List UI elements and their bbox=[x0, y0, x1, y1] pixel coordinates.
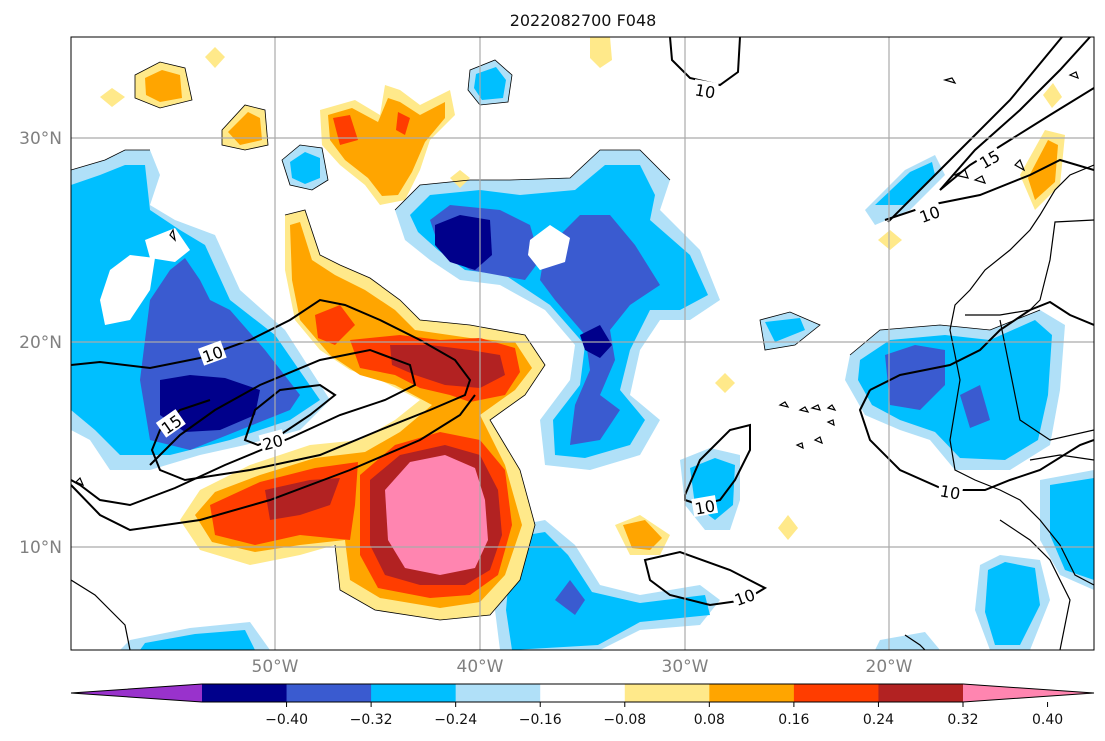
negative-anomaly-fields bbox=[71, 60, 1094, 650]
colorbar-tick-label: −0.16 bbox=[519, 712, 562, 728]
colorbar-tick-label: 0.40 bbox=[1032, 712, 1063, 728]
lon-label: 20°W bbox=[866, 657, 913, 677]
colorbar-segment bbox=[793, 684, 879, 702]
colorbar-segment bbox=[371, 684, 457, 702]
contour-line-15-east bbox=[939, 87, 1094, 191]
map-frame bbox=[70, 36, 1095, 651]
lon-label: 50°W bbox=[252, 657, 299, 677]
contour-line-10-west bbox=[71, 298, 472, 482]
gridlines bbox=[71, 37, 1094, 650]
coastlines bbox=[71, 71, 1094, 650]
colorbar-tick-label: −0.24 bbox=[434, 712, 477, 728]
lat-label: 20°N bbox=[19, 333, 62, 353]
colorbar-extend-max bbox=[963, 684, 1094, 702]
colorbar-tick-label: −0.40 bbox=[265, 712, 308, 728]
map-area: 10 10 15 20 10 10 10 15 10 bbox=[71, 37, 1094, 650]
colorbar-segment bbox=[202, 684, 288, 702]
contour-labels: 10 10 15 20 10 10 10 15 10 bbox=[155, 79, 1004, 610]
latitude-labels: 30°N 20°N 10°N bbox=[19, 129, 62, 558]
positive-anomaly-fields bbox=[100, 37, 1065, 620]
colorbar-segment bbox=[878, 684, 964, 702]
contour-line-10-east bbox=[869, 300, 1094, 391]
plot-title: 2022082700 F048 bbox=[510, 11, 657, 30]
colorbar-segment bbox=[709, 684, 795, 702]
anomaly-max-center bbox=[385, 455, 488, 575]
coastline-africa bbox=[949, 164, 1094, 586]
contour-label: 10 bbox=[938, 481, 961, 503]
colorbar-segment bbox=[624, 684, 710, 702]
longitude-labels: 50°W 40°W 30°W 20°W bbox=[252, 657, 913, 677]
colorbar-tick-label: 0.32 bbox=[947, 712, 978, 728]
contour-label: 20 bbox=[261, 431, 286, 455]
colorbar bbox=[70, 683, 1095, 703]
colorbar-tick-label: 0.08 bbox=[694, 712, 725, 728]
lon-label: 40°W bbox=[457, 657, 504, 677]
colorbar-outline bbox=[70, 683, 1095, 703]
colorbar-ticks: −0.40 −0.32 −0.24 −0.16 −0.08 0.08 0.16 0.24 0.3… bbox=[265, 702, 1063, 728]
colorbar-tick-label: 0.24 bbox=[863, 712, 894, 728]
colorbar-segment bbox=[286, 684, 372, 702]
contour-line-15-west bbox=[71, 348, 417, 507]
colorbar-segment bbox=[540, 684, 626, 702]
contour-label: 10 bbox=[693, 496, 716, 518]
contour-line-10-south bbox=[643, 550, 768, 607]
anomaly-outlines bbox=[71, 59, 1041, 621]
colorbar-extend-min bbox=[71, 684, 202, 702]
colorbar-segment bbox=[455, 684, 541, 702]
lat-label: 10°N bbox=[19, 538, 62, 558]
lon-label: 30°W bbox=[662, 657, 709, 677]
lat-label: 30°N bbox=[19, 129, 62, 149]
contour-label: 10 bbox=[693, 80, 716, 102]
colorbar-tick-label: 0.16 bbox=[778, 712, 809, 728]
colorbar-tick-label: −0.32 bbox=[350, 712, 393, 728]
colorbar-tick-label: −0.08 bbox=[603, 712, 646, 728]
